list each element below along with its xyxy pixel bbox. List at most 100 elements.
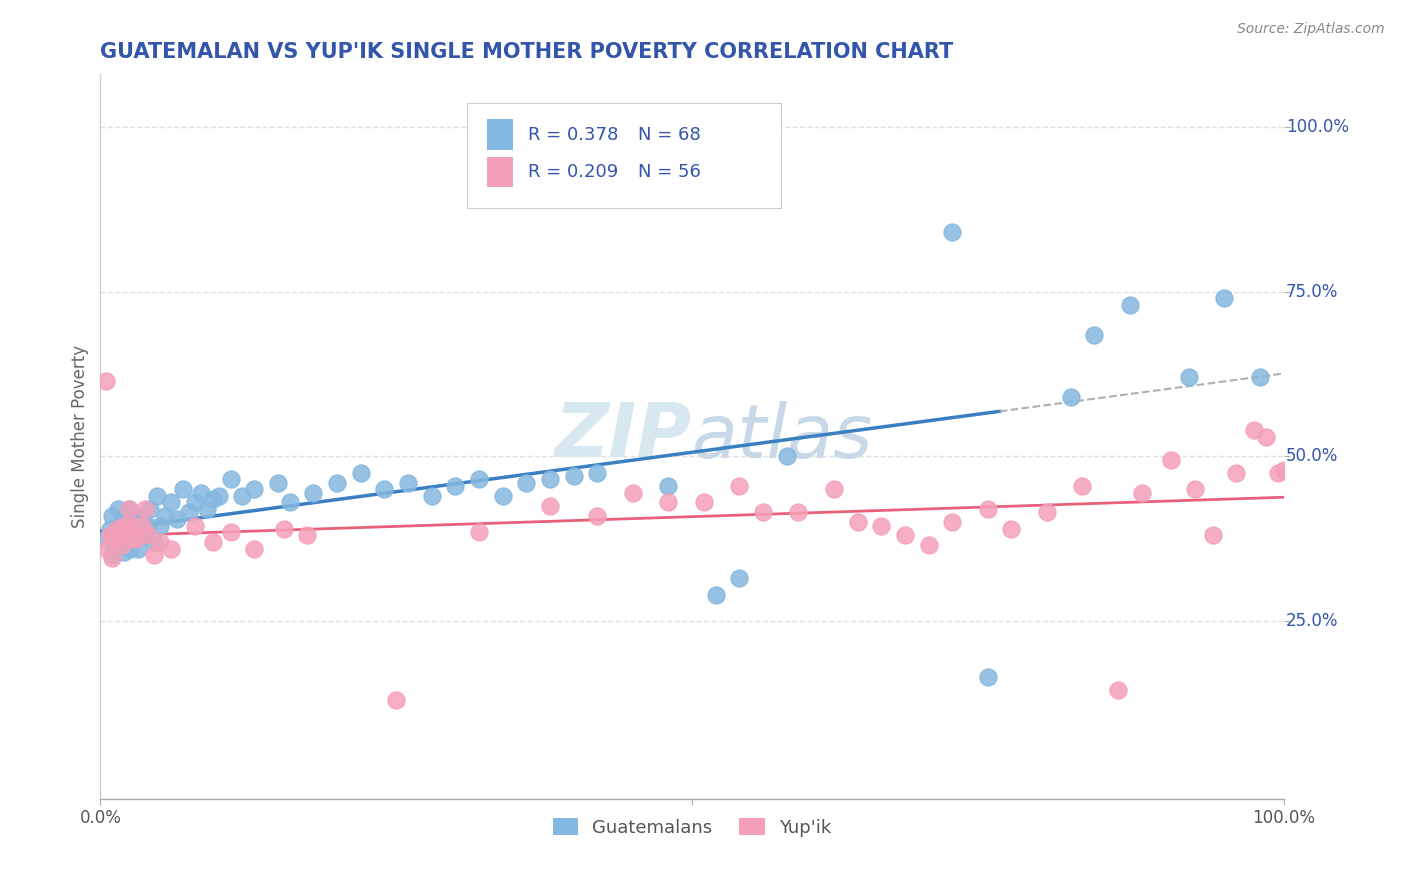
Point: [118, 502, 141, 516]
Point: [941, 515, 963, 529]
Point: [515, 475, 537, 490]
Text: 25.0%: 25.0%: [1286, 612, 1339, 630]
Point: [1267, 466, 1289, 480]
Point: [101, 551, 124, 566]
Point: [96, 532, 118, 546]
Point: [977, 502, 1000, 516]
Point: [219, 472, 242, 486]
Point: [142, 548, 165, 562]
Point: [302, 485, 325, 500]
Point: [917, 538, 939, 552]
Point: [1160, 452, 1182, 467]
Point: [846, 515, 869, 529]
Point: [190, 485, 212, 500]
Point: [728, 479, 751, 493]
Point: [115, 515, 138, 529]
Point: [105, 522, 128, 536]
FancyBboxPatch shape: [488, 120, 513, 150]
Text: N = 56: N = 56: [637, 163, 700, 181]
Point: [96, 541, 118, 556]
Text: 75.0%: 75.0%: [1286, 283, 1339, 301]
Point: [267, 475, 290, 490]
Point: [977, 670, 1000, 684]
Text: R = 0.378: R = 0.378: [527, 126, 617, 144]
Point: [122, 518, 145, 533]
Point: [1184, 483, 1206, 497]
Point: [297, 528, 319, 542]
Legend: Guatemalans, Yup'ik: Guatemalans, Yup'ik: [546, 811, 838, 844]
Text: atlas: atlas: [692, 401, 873, 473]
Point: [1254, 429, 1277, 443]
Point: [107, 502, 129, 516]
Point: [1119, 298, 1142, 312]
Point: [208, 489, 231, 503]
Point: [326, 475, 349, 490]
Point: [1071, 479, 1094, 493]
Point: [131, 518, 153, 533]
Point: [1272, 462, 1295, 476]
Point: [1249, 370, 1271, 384]
Point: [148, 535, 170, 549]
Point: [166, 512, 188, 526]
Point: [704, 588, 727, 602]
Point: [101, 548, 124, 562]
Point: [142, 535, 165, 549]
Point: [492, 489, 515, 503]
Point: [621, 485, 644, 500]
Text: 50.0%: 50.0%: [1286, 448, 1339, 466]
Point: [184, 495, 207, 509]
Point: [184, 518, 207, 533]
Point: [1243, 423, 1265, 437]
Point: [155, 508, 177, 523]
Point: [107, 528, 129, 542]
Point: [112, 518, 135, 533]
Point: [146, 489, 169, 503]
Point: [1201, 528, 1223, 542]
Text: 100.0%: 100.0%: [1286, 118, 1348, 136]
Point: [195, 502, 218, 516]
Y-axis label: Single Mother Poverty: Single Mother Poverty: [72, 345, 89, 528]
Point: [98, 522, 121, 536]
Point: [350, 466, 373, 480]
Point: [1225, 466, 1247, 480]
Point: [396, 475, 419, 490]
Text: GUATEMALAN VS YUP'IK SINGLE MOTHER POVERTY CORRELATION CHART: GUATEMALAN VS YUP'IK SINGLE MOTHER POVER…: [100, 42, 953, 62]
Point: [160, 541, 183, 556]
Point: [98, 528, 121, 542]
Point: [125, 532, 148, 546]
Point: [941, 226, 963, 240]
Point: [538, 472, 561, 486]
Text: Source: ZipAtlas.com: Source: ZipAtlas.com: [1237, 22, 1385, 37]
FancyBboxPatch shape: [467, 103, 780, 209]
Point: [96, 374, 118, 388]
Point: [134, 502, 156, 516]
Point: [118, 525, 141, 540]
Point: [1000, 522, 1022, 536]
Point: [103, 532, 125, 546]
Point: [172, 483, 194, 497]
Point: [118, 532, 141, 546]
Point: [586, 508, 609, 523]
Point: [278, 495, 301, 509]
Point: [657, 479, 679, 493]
Point: [177, 505, 200, 519]
Point: [111, 535, 134, 549]
Point: [125, 532, 148, 546]
Point: [1130, 485, 1153, 500]
Point: [870, 518, 893, 533]
Point: [112, 545, 135, 559]
Text: ZIP: ZIP: [555, 401, 692, 473]
Point: [1083, 327, 1105, 342]
Point: [128, 522, 150, 536]
Point: [111, 538, 134, 552]
Point: [373, 483, 395, 497]
Point: [823, 483, 845, 497]
Point: [107, 518, 129, 533]
Point: [125, 508, 148, 523]
Point: [219, 525, 242, 540]
Point: [273, 522, 295, 536]
Point: [115, 538, 138, 552]
Point: [385, 693, 408, 707]
Point: [201, 535, 224, 549]
Point: [103, 541, 125, 556]
